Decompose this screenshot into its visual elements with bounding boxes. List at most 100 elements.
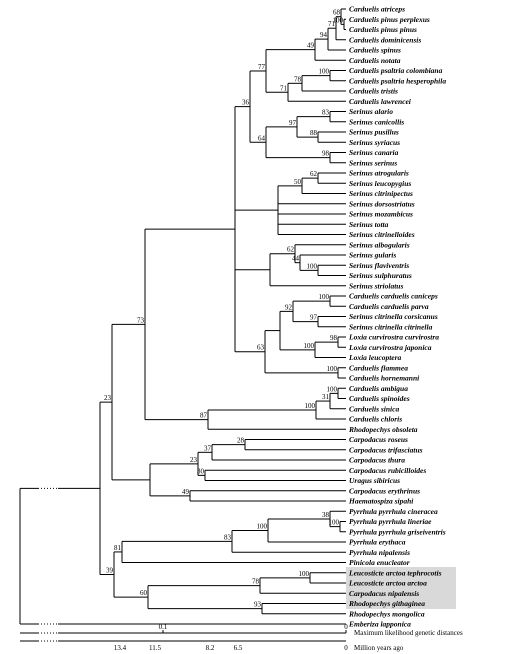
support-value: 100 (305, 402, 316, 410)
taxon-label: Serinus leucopygius (349, 179, 411, 188)
support-value: 39 (106, 567, 114, 575)
support-value: 100 (299, 570, 310, 578)
taxon-label: Carpodacus thura (349, 456, 405, 465)
scale-label: 0 (344, 644, 348, 652)
taxon-label: Serinus citrinelloides (349, 230, 415, 239)
taxon-label: Serinus atrogularis (349, 169, 409, 178)
taxon-label: Serinus canicollis (349, 117, 404, 126)
taxon-label: Carpodacus erythrinus (349, 486, 420, 495)
scale-caption: Maximum likelihood genetic distances (354, 629, 463, 637)
scale-label: 11.5 (149, 644, 161, 652)
taxon-label: Rhodopechys mongolica (348, 609, 425, 618)
taxon-label: Serinus citrinella citrinella (349, 322, 433, 331)
support-value: 68 (333, 9, 341, 17)
scale-label: 0 (344, 623, 348, 631)
taxon-label: Carduelis dominicensis (349, 35, 421, 44)
highlight-box (346, 567, 456, 609)
taxon-label: Serinus striolatus (349, 281, 403, 290)
taxon-label: Carduelis sinica (349, 404, 399, 413)
scale-label: 0.1 (159, 623, 168, 631)
taxon-label: Serinus dorsostriatus (349, 199, 415, 208)
taxon-label: Pyrrhula nipalensis (349, 548, 410, 557)
support-value: 28 (237, 437, 245, 445)
taxon-label: Pyrrhula erythaca (349, 538, 406, 547)
taxon-label: Rhodopechys obsoleta (348, 425, 418, 434)
taxon-label: Carduelis ambigua (349, 384, 408, 393)
support-value: 100 (333, 16, 344, 24)
taxon-label: Carduelis chloris (349, 415, 402, 424)
taxon-label: Serinus citrinipectus (349, 189, 413, 198)
support-value: 100 (304, 342, 315, 350)
support-value: 81 (114, 544, 122, 552)
taxon-label: Pyrrhula pyrrhula griseiventris (349, 527, 446, 536)
support-value: 71 (280, 84, 288, 92)
taxon-label: Carpodacus nipalensis (349, 589, 419, 598)
taxon-label: Serinus sulphuratus (349, 271, 412, 280)
support-value: 100 (327, 365, 338, 373)
taxon-label: Emberiza lapponica (348, 620, 411, 629)
support-value: 100 (307, 262, 318, 270)
support-value: 31 (322, 393, 330, 401)
support-value: 88 (310, 129, 318, 137)
support-value: 100 (319, 68, 330, 76)
support-value: 49 (307, 42, 315, 50)
taxon-label: Carduelis tristis (349, 87, 398, 96)
support-value: 62 (287, 246, 295, 254)
support-value: 23 (104, 394, 112, 402)
support-value: 100 (329, 519, 340, 527)
taxon-label: Carduelis carduelis parva (349, 302, 429, 311)
taxon-label: Leucosticte arctoa tephrocotis (348, 568, 442, 577)
taxon-label: Serinus citrinella corsicanus (349, 312, 438, 321)
support-value: 44 (292, 255, 300, 263)
taxon-label: Carduelis hornemanni (349, 374, 420, 383)
support-value: 100 (257, 522, 268, 530)
support-value: 83 (224, 533, 232, 541)
support-value: 97 (310, 314, 318, 322)
taxon-label: Pyrrhula pyrrhula cineracea (349, 507, 438, 516)
support-value: 38 (322, 511, 330, 519)
taxon-label: Serinus albogularis (349, 240, 410, 249)
taxon-label: Carduelis carduelis caniceps (349, 292, 438, 301)
taxon-label: Serinus pusillus (349, 128, 399, 137)
scale-label: 13.4 (114, 644, 127, 652)
taxon-label: Carduelis psaltria colombiana (349, 66, 443, 75)
taxon-label: Pinicola enucleator (349, 558, 410, 567)
support-value: 78 (294, 75, 302, 83)
taxon-label: Serinus canaria (349, 148, 399, 157)
taxon-label: Uragus sibiricus (349, 476, 400, 485)
support-value: 83 (322, 109, 330, 117)
taxon-label: Serinus gularis (349, 251, 396, 260)
support-value: 30 (197, 467, 205, 475)
taxon-label: Rhodopechys githaginea (348, 599, 425, 608)
taxon-label: Carduelis spinoides (349, 394, 410, 403)
support-value: 50 (294, 178, 302, 186)
taxon-label: Serinus syriacus (349, 138, 400, 147)
support-value: 71 (328, 20, 336, 28)
taxon-label: Carduelis flammea (349, 363, 408, 372)
scale-caption: Million years ago (354, 644, 404, 652)
support-value: 63 (257, 344, 265, 352)
taxon-label: Carpodacus rubicilloides (349, 466, 426, 475)
taxon-label: Loxia curvirostra curvirostra (348, 333, 439, 342)
support-value: 23 (190, 456, 198, 464)
support-value: 92 (285, 303, 293, 311)
taxon-label: Pyrrhula pyrrhula lineriae (349, 517, 432, 526)
taxon-label: Carduelis psaltria hesperophila (349, 76, 446, 85)
support-value: 78 (252, 578, 260, 586)
taxon-label: Carduelis pinus pinus (349, 25, 417, 34)
taxon-label: Carpodacus roseus (349, 435, 408, 444)
taxon-label: Leucosticte arctoa arctoa (348, 579, 427, 588)
scale-label: 8.2 (206, 644, 215, 652)
support-value: 60 (140, 589, 148, 597)
support-value: 77 (258, 63, 266, 71)
taxon-label: Carduelis lawrencei (349, 97, 412, 106)
support-value: 100 (327, 385, 338, 393)
support-value: 98 (330, 334, 338, 342)
support-value: 98 (322, 150, 330, 158)
taxon-label: Serinus mozambicus (349, 210, 413, 219)
support-value: 62 (310, 170, 318, 178)
taxon-label: Loxia leucoptera (348, 353, 402, 362)
taxon-label: Carduelis spinus (349, 46, 401, 55)
